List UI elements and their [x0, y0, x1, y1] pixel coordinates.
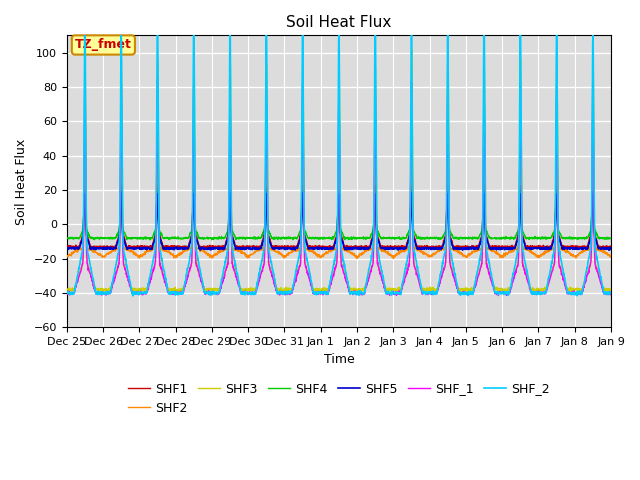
SHF_2 — [355, 289, 362, 295]
SHF3 — [63, 287, 70, 292]
Title: Soil Heat Flux: Soil Heat Flux — [286, 15, 392, 30]
SHF_1 — [215, 291, 223, 297]
SHF_1 — [81, 69, 89, 75]
SHF3 — [367, 267, 374, 273]
X-axis label: Time: Time — [324, 353, 355, 366]
SHF5 — [63, 245, 70, 251]
SHF5 — [559, 245, 567, 251]
SHF3 — [559, 274, 567, 280]
SHF_1 — [607, 292, 614, 298]
SHF_1 — [63, 291, 70, 297]
SHF4 — [154, 188, 161, 194]
SHF2 — [214, 248, 222, 254]
SHF_1 — [495, 293, 502, 299]
SHF5 — [605, 247, 613, 253]
Line: SHF_1: SHF_1 — [67, 72, 611, 296]
SHF1 — [579, 245, 586, 251]
SHF4 — [355, 235, 363, 241]
SHF2 — [63, 254, 70, 260]
Line: SHF5: SHF5 — [67, 192, 611, 250]
SHF3 — [497, 288, 505, 294]
SHF3 — [575, 287, 582, 292]
SHF1 — [559, 244, 567, 250]
SHF3 — [355, 286, 362, 292]
SHF4 — [559, 235, 567, 240]
SHF1 — [355, 244, 362, 250]
SHF5 — [117, 189, 125, 195]
SHF3 — [607, 287, 614, 293]
SHF2 — [355, 254, 362, 260]
SHF5 — [497, 245, 505, 251]
SHF1 — [63, 243, 70, 249]
SHF4 — [367, 234, 374, 240]
SHF5 — [574, 246, 582, 252]
SHF_2 — [63, 290, 70, 296]
SHF1 — [154, 182, 161, 188]
SHF1 — [497, 244, 505, 250]
SHF_2 — [367, 259, 374, 265]
SHF2 — [607, 253, 614, 259]
SHF4 — [146, 237, 154, 243]
SHF_2 — [575, 289, 582, 295]
Line: SHF2: SHF2 — [67, 129, 611, 258]
SHF2 — [553, 126, 561, 132]
SHF3 — [170, 289, 178, 295]
Line: SHF3: SHF3 — [67, 50, 611, 292]
Line: SHF_2: SHF_2 — [67, 12, 611, 296]
SHF_2 — [607, 290, 614, 296]
SHF2 — [559, 247, 567, 253]
SHF3 — [215, 286, 223, 292]
SHF2 — [575, 252, 582, 257]
SHF2 — [497, 254, 505, 260]
Line: SHF1: SHF1 — [67, 185, 611, 248]
SHF1 — [574, 244, 582, 250]
SHF_2 — [129, 293, 136, 299]
SHF4 — [63, 236, 70, 241]
SHF_2 — [497, 291, 505, 297]
SHF_1 — [575, 290, 582, 296]
SHF_2 — [371, 9, 379, 15]
SHF5 — [355, 246, 362, 252]
SHF4 — [575, 235, 582, 241]
Line: SHF4: SHF4 — [67, 191, 611, 240]
SHF4 — [497, 235, 505, 240]
SHF2 — [390, 255, 397, 261]
SHF5 — [367, 243, 374, 249]
SHF1 — [607, 244, 614, 250]
Y-axis label: Soil Heat Flux: Soil Heat Flux — [15, 138, 28, 225]
SHF3 — [408, 47, 415, 53]
SHF1 — [215, 244, 223, 250]
SHF_2 — [559, 268, 567, 274]
SHF4 — [215, 234, 223, 240]
SHF2 — [366, 247, 374, 252]
SHF5 — [215, 246, 223, 252]
SHF5 — [607, 247, 614, 252]
SHF_1 — [355, 291, 362, 297]
SHF1 — [367, 241, 374, 247]
SHF_1 — [367, 270, 374, 276]
SHF_1 — [497, 290, 505, 296]
Text: TZ_fmet: TZ_fmet — [75, 38, 132, 51]
SHF4 — [607, 235, 614, 241]
SHF_2 — [215, 289, 223, 295]
Legend: SHF1, SHF2, SHF3, SHF4, SHF5, SHF_1, SHF_2: SHF1, SHF2, SHF3, SHF4, SHF5, SHF_1, SHF… — [123, 378, 555, 420]
SHF_1 — [559, 276, 567, 281]
